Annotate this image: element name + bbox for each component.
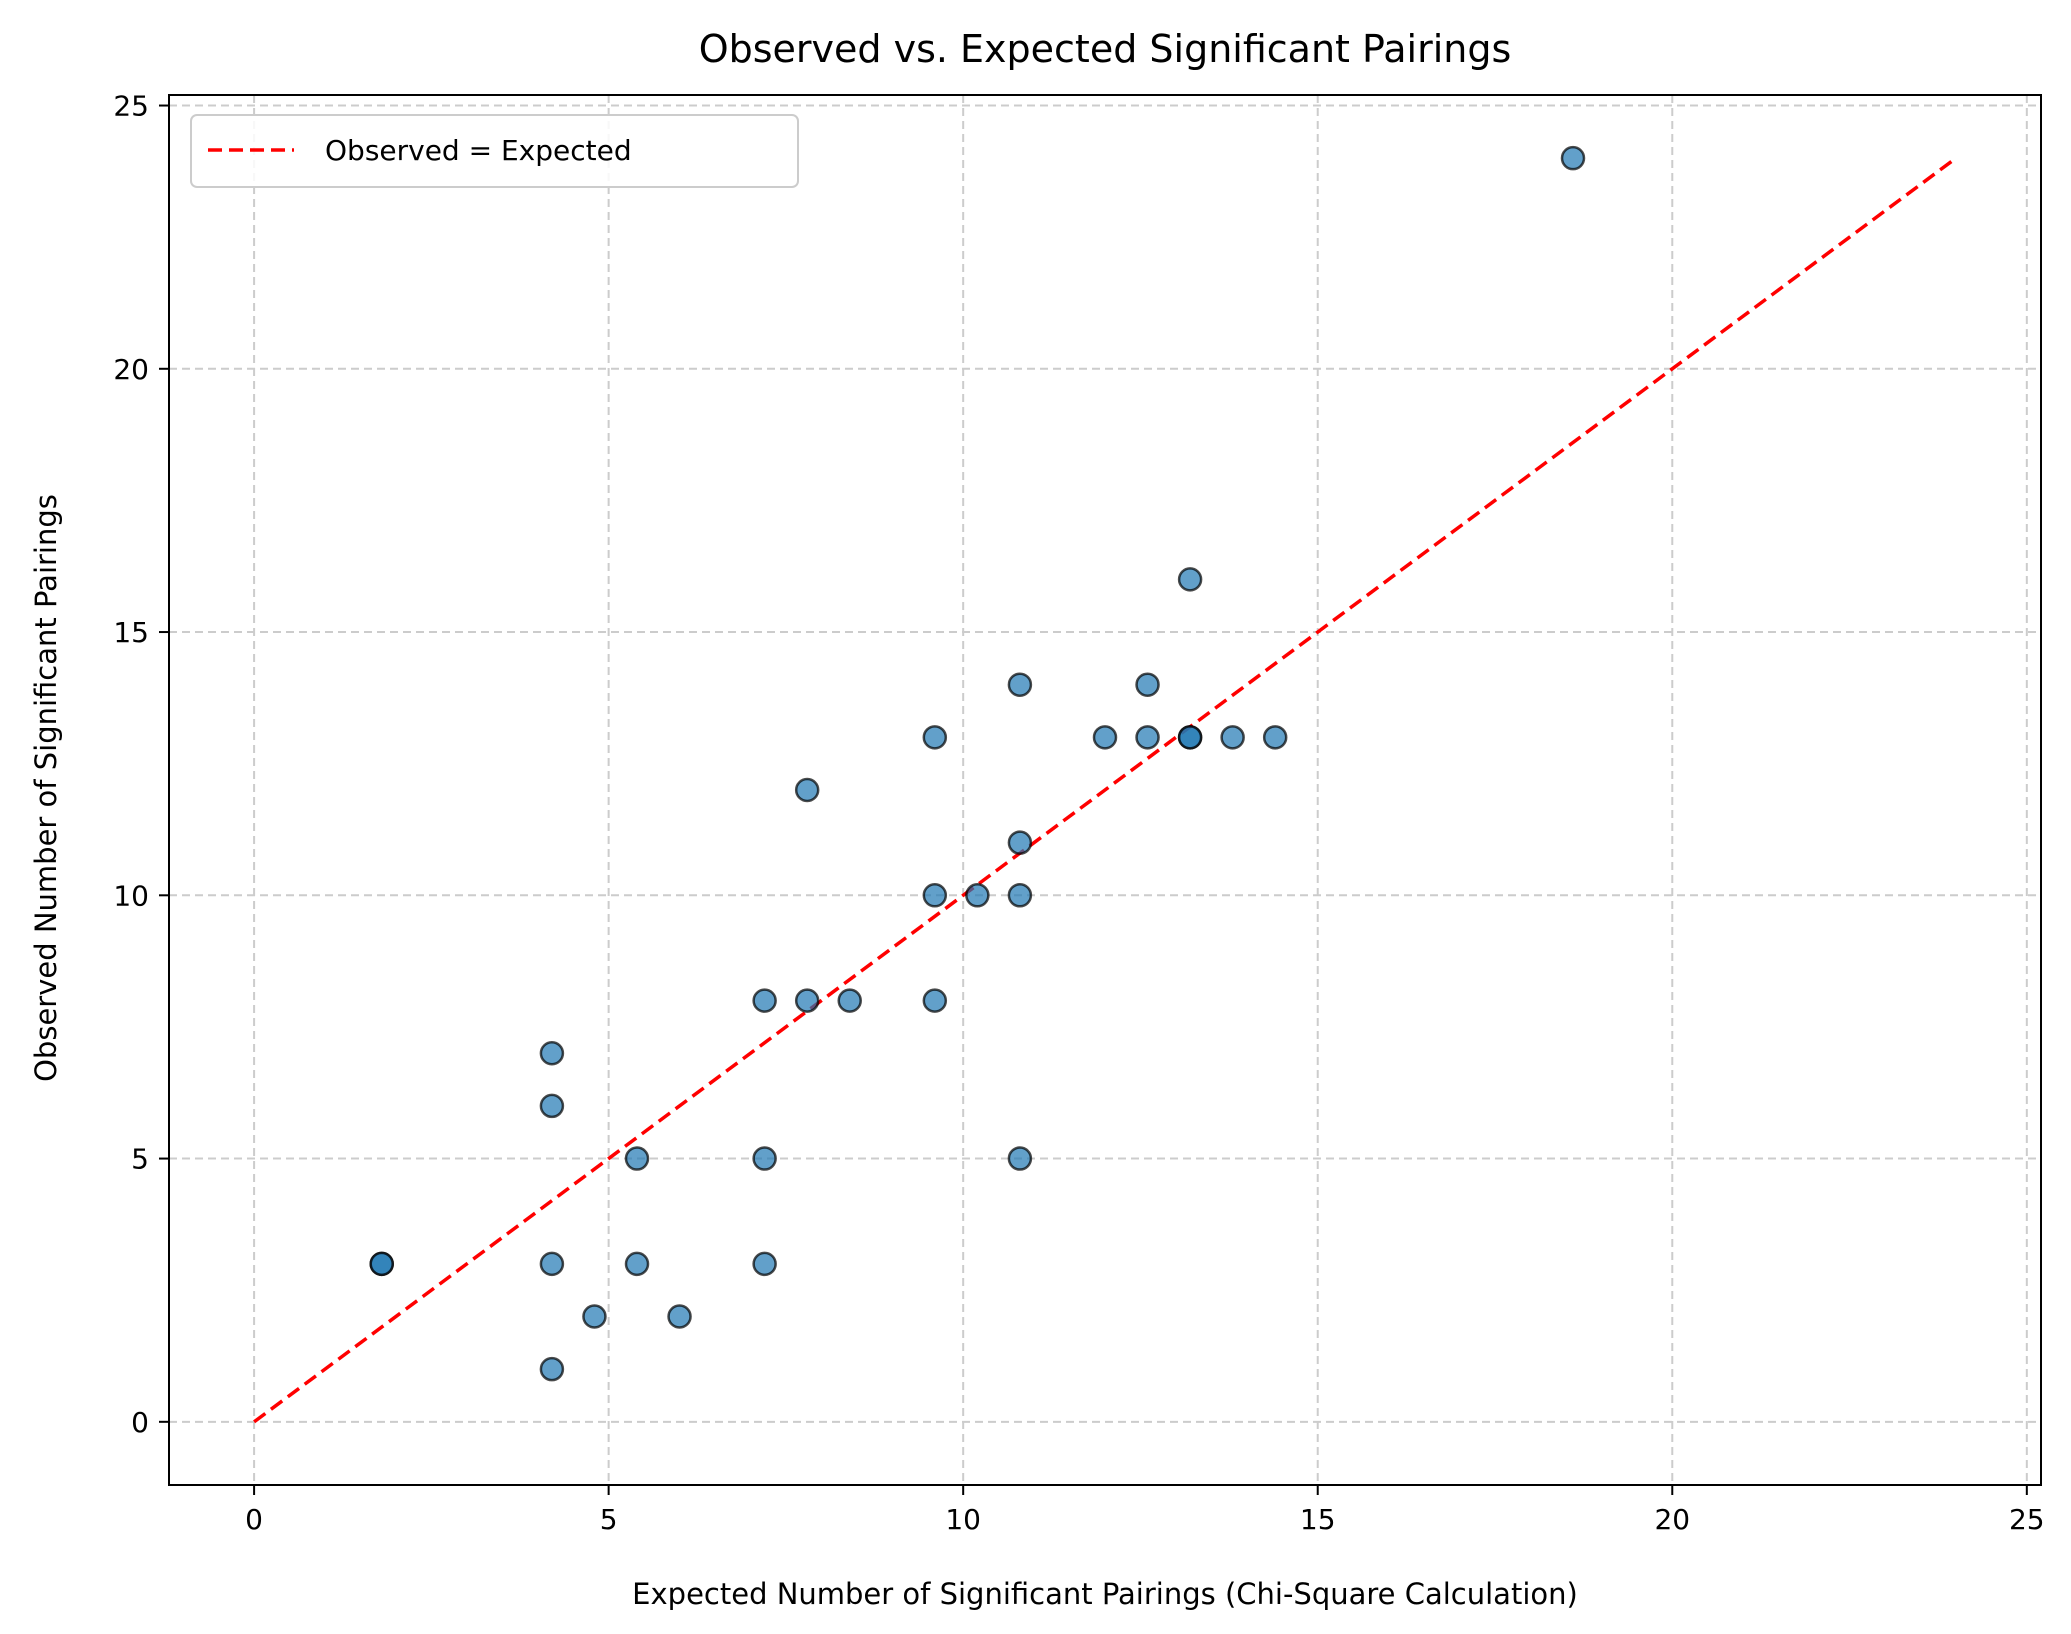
x-tick-label: 25 xyxy=(2009,1503,2045,1536)
data-point xyxy=(752,1251,777,1277)
data-point xyxy=(369,1251,394,1277)
data-point xyxy=(752,1146,777,1171)
data-point xyxy=(1007,830,1033,855)
data-points xyxy=(369,145,1586,1382)
y-tick-label: 10 xyxy=(113,879,149,912)
data-point xyxy=(794,988,820,1013)
data-point xyxy=(922,883,948,908)
y-axis-ticks: 0 5 10 15 20 25 xyxy=(113,90,169,1439)
data-point xyxy=(539,1251,565,1277)
data-point xyxy=(1135,725,1160,750)
data-point xyxy=(624,1146,650,1171)
data-point xyxy=(752,988,777,1013)
x-tick-label: 20 xyxy=(1654,1503,1690,1536)
legend-label: Observed = Expected xyxy=(325,134,632,167)
x-tick-label: 15 xyxy=(1300,1503,1336,1536)
data-point xyxy=(624,1251,650,1277)
data-point xyxy=(539,1041,565,1066)
data-point xyxy=(1177,725,1203,750)
y-tick-label: 15 xyxy=(113,616,149,649)
data-point xyxy=(965,883,990,908)
legend-box xyxy=(190,114,799,188)
data-point xyxy=(1262,725,1288,750)
data-point xyxy=(1007,672,1033,697)
data-point xyxy=(1560,145,1586,171)
reference-line xyxy=(253,156,1957,1424)
legend: Observed = Expected xyxy=(190,114,799,188)
x-axis-ticks: 0 5 10 15 20 25 xyxy=(245,1485,2045,1536)
chart-title: Observed vs. Expected Significant Pairin… xyxy=(699,27,1512,71)
x-tick-label: 10 xyxy=(945,1503,981,1536)
y-tick-label: 25 xyxy=(113,90,149,123)
data-point xyxy=(922,988,948,1013)
y-tick-label: 5 xyxy=(131,1143,149,1176)
x-axis-title: Expected Number of Significant Pairings … xyxy=(632,1577,1578,1611)
y-axis-title: Observed Number of Significant Pairings xyxy=(29,494,63,1082)
data-point xyxy=(1177,567,1203,592)
y-tick-label: 20 xyxy=(113,353,149,386)
reference-line-layer xyxy=(253,156,1957,1424)
data-point xyxy=(539,1356,565,1382)
data-point xyxy=(539,1093,565,1119)
data-point xyxy=(1007,883,1033,908)
data-point xyxy=(1135,672,1160,697)
data-point xyxy=(582,1304,607,1329)
data-point xyxy=(922,725,948,750)
data-point xyxy=(667,1304,692,1329)
data-point xyxy=(794,777,820,803)
data-point xyxy=(1092,725,1118,750)
plot-area-frame xyxy=(168,94,2042,1486)
x-tick-label: 0 xyxy=(245,1503,263,1536)
data-point xyxy=(1007,1146,1033,1171)
x-tick-label: 5 xyxy=(600,1503,618,1536)
y-tick-label: 0 xyxy=(131,1406,149,1439)
data-point xyxy=(837,988,862,1013)
grid-lines xyxy=(169,95,2041,1485)
data-point xyxy=(1220,725,1245,750)
